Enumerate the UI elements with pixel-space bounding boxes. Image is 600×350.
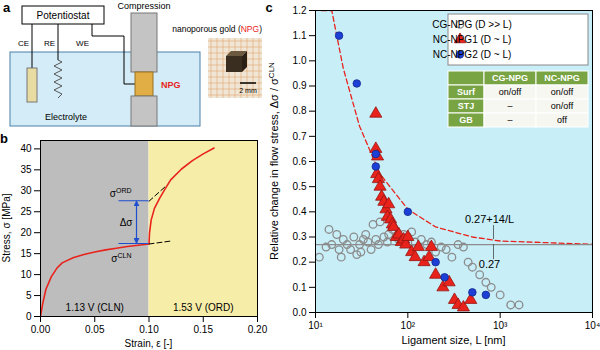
svg-text:1.0: 1.0 xyxy=(293,55,307,66)
svg-text:–: – xyxy=(507,101,512,111)
svg-text:NC-NPG1 (D ~ L): NC-NPG1 (D ~ L) xyxy=(433,34,512,45)
svg-text:0.05: 0.05 xyxy=(85,324,105,335)
svg-text:10⁴: 10⁴ xyxy=(585,320,600,331)
svg-text:STJ: STJ xyxy=(458,101,475,111)
svg-text:NC-NPG2 (D ~ L): NC-NPG2 (D ~ L) xyxy=(433,49,512,60)
svg-text:0.20: 0.20 xyxy=(248,324,268,335)
svg-text:35: 35 xyxy=(20,164,32,175)
svg-text:off: off xyxy=(557,115,567,125)
svg-text:WE: WE xyxy=(76,39,89,48)
svg-text:0.27+14/L: 0.27+14/L xyxy=(465,213,514,225)
svg-text:0.1: 0.1 xyxy=(293,282,307,293)
svg-text:5: 5 xyxy=(26,290,32,301)
svg-text:10: 10 xyxy=(20,269,32,280)
svg-text:0.9: 0.9 xyxy=(293,80,307,91)
svg-text:0.7: 0.7 xyxy=(293,131,307,142)
svg-text:0.10: 0.10 xyxy=(139,324,159,335)
svg-text:0.00: 0.00 xyxy=(31,324,51,335)
svg-text:CE: CE xyxy=(18,39,29,48)
svg-text:0.6: 0.6 xyxy=(293,156,307,167)
svg-text:nanoporous gold (NPG): nanoporous gold (NPG) xyxy=(172,24,262,34)
svg-text:Δσ: Δσ xyxy=(120,217,134,228)
svg-text:GB: GB xyxy=(459,115,473,125)
svg-text:NC-NPG: NC-NPG xyxy=(544,73,580,83)
svg-text:Relative change in flow stress: Relative change in flow stress, Δσ / σCL… xyxy=(267,62,280,260)
svg-text:10¹: 10¹ xyxy=(308,320,323,331)
svg-text:on/off: on/off xyxy=(551,101,574,111)
svg-text:10³: 10³ xyxy=(493,320,508,331)
svg-text:0.2: 0.2 xyxy=(293,256,307,267)
svg-text:0.8: 0.8 xyxy=(293,105,307,116)
svg-text:0.0: 0.0 xyxy=(293,307,307,318)
svg-text:σORD: σORD xyxy=(110,187,132,199)
svg-text:a: a xyxy=(3,0,11,15)
svg-text:20: 20 xyxy=(20,227,32,238)
svg-text:30: 30 xyxy=(20,185,32,196)
svg-text:RE: RE xyxy=(44,39,55,48)
svg-text:1.1: 1.1 xyxy=(293,30,307,41)
svg-text:Stress, σ [MPa]: Stress, σ [MPa] xyxy=(1,193,12,262)
svg-text:2 mm: 2 mm xyxy=(239,87,257,94)
svg-text:on/off: on/off xyxy=(551,87,574,97)
svg-text:σCLN: σCLN xyxy=(111,252,131,264)
svg-text:CG-NPG (D >> L): CG-NPG (D >> L) xyxy=(432,19,511,30)
svg-text:Ligament size, L [nm]: Ligament size, L [nm] xyxy=(401,334,505,346)
svg-text:c: c xyxy=(265,0,272,15)
svg-text:b: b xyxy=(0,131,8,146)
svg-text:25: 25 xyxy=(20,206,32,217)
svg-text:0: 0 xyxy=(26,311,32,322)
svg-text:Surf: Surf xyxy=(457,87,476,97)
svg-text:on/off: on/off xyxy=(499,87,522,97)
svg-text:0.5: 0.5 xyxy=(293,181,307,192)
svg-text:Strain, ε [-]: Strain, ε [-] xyxy=(125,338,173,349)
svg-text:CG-NPG: CG-NPG xyxy=(492,73,528,83)
svg-text:1.2: 1.2 xyxy=(293,5,307,16)
svg-text:10²: 10² xyxy=(401,320,416,331)
svg-text:–: – xyxy=(507,115,512,125)
svg-text:Compression: Compression xyxy=(117,1,170,11)
svg-text:0.27: 0.27 xyxy=(479,258,500,270)
svg-text:Potentiostat: Potentiostat xyxy=(37,10,90,21)
svg-text:15: 15 xyxy=(20,248,32,259)
svg-text:0.4: 0.4 xyxy=(293,206,307,217)
svg-text:1.13 V (CLN): 1.13 V (CLN) xyxy=(66,302,124,313)
svg-text:1.53 V (ORD): 1.53 V (ORD) xyxy=(173,302,234,313)
svg-text:Electrolyte: Electrolyte xyxy=(45,112,87,122)
svg-text:0.15: 0.15 xyxy=(194,324,214,335)
svg-text:NPG: NPG xyxy=(161,80,181,90)
svg-text:40: 40 xyxy=(20,143,32,154)
svg-text:0.3: 0.3 xyxy=(293,231,307,242)
